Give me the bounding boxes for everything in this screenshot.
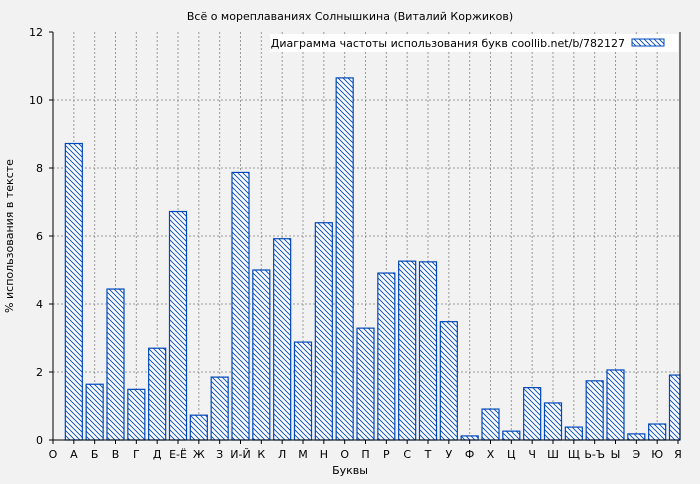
y-tick-label: 10 xyxy=(29,94,43,107)
x-tick-label: Д xyxy=(153,448,162,461)
bar-Э xyxy=(627,433,646,441)
x-tick-label: Я xyxy=(674,448,682,461)
bar-Щ xyxy=(564,426,583,441)
bar-Г xyxy=(127,388,146,441)
x-tick-label: У xyxy=(445,448,452,461)
x-tick-label: Ю xyxy=(651,448,663,461)
bar-М xyxy=(293,341,313,441)
x-tick-label: М xyxy=(298,448,308,461)
y-axis-label: % использования в тексте xyxy=(3,159,16,313)
x-tick-label: З xyxy=(216,448,223,461)
legend: Диаграмма частоты использования букв coo… xyxy=(270,34,678,52)
x-tick-label: Э xyxy=(632,448,640,461)
x-tick-label: Г xyxy=(133,448,140,461)
bar-Ж xyxy=(189,414,208,441)
x-tick-label: Ы xyxy=(611,448,621,461)
y-tick-label: 12 xyxy=(29,26,43,39)
x-tick-label: Ж xyxy=(193,448,205,461)
bar-О xyxy=(335,77,354,441)
legend-background xyxy=(270,34,678,52)
x-tick-label: Л xyxy=(278,448,286,461)
x-tick-label: Ш xyxy=(547,448,559,461)
bar-Ч xyxy=(523,387,542,441)
y-tick-label: 0 xyxy=(36,434,43,447)
legend-label: Диаграмма частоты использования букв coo… xyxy=(271,37,625,50)
x-tick-label: В xyxy=(112,448,120,461)
x-tick-label: Х xyxy=(487,448,495,461)
x-axis-label: Буквы xyxy=(332,464,368,477)
bar-К xyxy=(252,269,271,441)
x-tick-label: И-Й xyxy=(230,448,250,461)
bar-Н xyxy=(314,222,333,441)
x-tick-label: П xyxy=(361,448,369,461)
x-tick-label: Ч xyxy=(528,448,536,461)
bar-Т xyxy=(418,261,438,441)
bar-Ь-Ъ xyxy=(585,380,604,441)
x-tick-label: О xyxy=(49,448,58,461)
bar-В xyxy=(106,288,125,441)
bar-П xyxy=(356,327,375,441)
bar-З xyxy=(210,376,229,441)
chart-title: Всё о мореплаваниях Солнышкина (Виталий … xyxy=(187,10,513,23)
bar-Б xyxy=(85,383,104,441)
x-tick-label: Т xyxy=(424,448,432,461)
x-tick-label: Е-Ё xyxy=(169,448,187,461)
y-tick-label: 8 xyxy=(36,162,43,175)
bar-Д xyxy=(148,347,167,441)
bar-Ф xyxy=(460,435,479,441)
bar-Е-Ё xyxy=(168,210,188,441)
bar-Ы xyxy=(606,369,625,441)
x-tick-label: С xyxy=(403,448,411,461)
bar-А xyxy=(64,142,83,441)
bar-Х xyxy=(481,408,500,441)
x-tick-label: Н xyxy=(320,448,328,461)
bar-Ю xyxy=(648,423,667,441)
x-tick-label: Б xyxy=(91,448,99,461)
legend-swatch xyxy=(631,38,665,47)
x-tick-label: О xyxy=(340,448,349,461)
bar-И-Й xyxy=(231,171,250,441)
bar-Ш xyxy=(543,402,563,441)
y-tick-label: 4 xyxy=(36,298,43,311)
x-tick-label: Ф xyxy=(465,448,474,461)
bar-С xyxy=(398,260,417,441)
x-tick-label: Р xyxy=(383,448,390,461)
bar-Ц xyxy=(502,430,521,441)
x-tick-label: А xyxy=(70,448,78,461)
y-tick-label: 2 xyxy=(36,366,43,379)
bar-У xyxy=(439,321,458,441)
bar-Л xyxy=(273,238,292,441)
bar-Р xyxy=(377,272,396,441)
x-tick-label: К xyxy=(257,448,265,461)
x-tick-label: Ц xyxy=(507,448,516,461)
bar-Я xyxy=(668,374,681,441)
y-tick-label: 6 xyxy=(36,230,43,243)
x-tick-label: Ь-Ъ xyxy=(584,448,605,461)
x-tick-label: Щ xyxy=(568,448,580,461)
